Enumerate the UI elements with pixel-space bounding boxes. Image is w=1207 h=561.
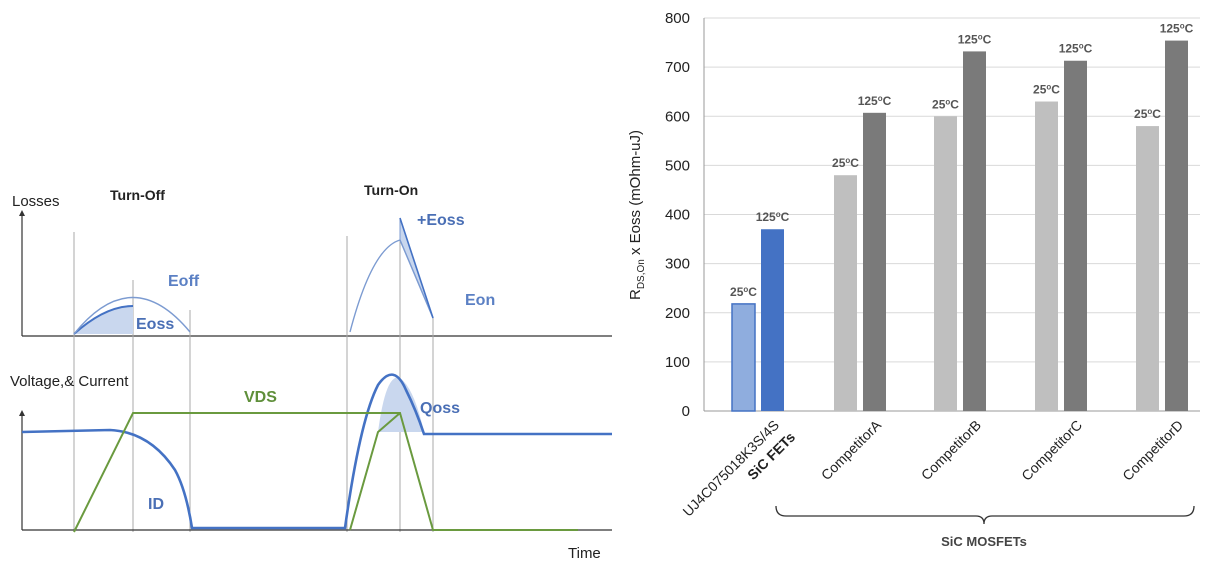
- bar-25c: [1035, 101, 1058, 411]
- plus-eoss-label: +Eoss: [417, 212, 465, 229]
- bar-temp-label: 125oC: [958, 32, 992, 46]
- eon-curve: [349, 239, 434, 333]
- sic-mosfets-brace: [775, 505, 1195, 525]
- eon-label: Eon: [465, 292, 495, 309]
- y-tick-label: 100: [665, 354, 690, 371]
- bar-temp-label: 125oC: [1160, 22, 1194, 36]
- qoss-fill: [378, 377, 424, 432]
- eoss-label: Eoss: [136, 316, 174, 333]
- vds-voltage-trace: [73, 412, 578, 533]
- y-axis-ticks: 0 100 200 300 400 500 600 700 800: [665, 10, 690, 420]
- y-tick-label: 200: [665, 305, 690, 322]
- waveform-diagram: Losses Turn-Off Turn-On Eoff Eoss +Eoss …: [10, 182, 612, 561]
- id-current-trace: [21, 373, 612, 530]
- y-tick-label: 600: [665, 108, 690, 125]
- voltage-current-label: Voltage,& Current: [10, 373, 129, 390]
- bar-chart: 0 100 200 300 400 500 600 700 800 25oC 125oC 25oC 1…: [627, 10, 1200, 549]
- y-tick-label: 700: [665, 59, 690, 76]
- bar-25c: [934, 116, 957, 411]
- bar-temp-label: 125oC: [756, 210, 790, 224]
- bar-temp-label: 25oC: [832, 156, 859, 170]
- eoff-curve: [73, 296, 191, 335]
- category-label: CompetitorB: [918, 417, 984, 483]
- time-label: Time: [568, 545, 601, 561]
- bar-temp-label: 25oC: [1134, 107, 1161, 121]
- bar-temp-label: 25oC: [1033, 83, 1060, 97]
- category-label: CompetitorA: [818, 416, 885, 483]
- bar-125c: [863, 112, 886, 411]
- bar-125c: [761, 229, 784, 411]
- sic-mosfets-label: SiC MOSFETs: [941, 534, 1027, 549]
- bar-temperature-labels: 25oC 125oC 25oC 125oC 25oC 125oC 25oC 125oC 25oC…: [730, 22, 1194, 299]
- losses-y-axis-arrow: [19, 210, 25, 216]
- turn-on-label: Turn-On: [364, 182, 418, 198]
- y-tick-label: 400: [665, 207, 690, 224]
- y-tick-label: 300: [665, 256, 690, 273]
- vi-y-axis-arrow: [19, 410, 25, 416]
- bar-temp-label: 125oC: [858, 94, 892, 108]
- eoss-turnoff-curve: [73, 305, 134, 335]
- category-label: CompetitorD: [1119, 417, 1186, 484]
- bar-25c: [834, 175, 857, 411]
- vds-label: VDS: [244, 389, 277, 406]
- turn-off-label: Turn-Off: [110, 187, 165, 203]
- id-label: ID: [148, 496, 164, 513]
- bar-25c: [731, 303, 756, 412]
- bar-125c: [963, 51, 986, 411]
- eoss-turnoff-fill: [74, 306, 133, 334]
- bar-temp-label: 25oC: [730, 285, 757, 299]
- bar-125c: [1064, 60, 1087, 412]
- y-tick-label: 800: [665, 10, 690, 27]
- category-label: CompetitorC: [1018, 417, 1085, 484]
- eon-peak-curve: [399, 217, 434, 319]
- vds-turnon-trace: [349, 412, 401, 531]
- bar-temp-label: 25oC: [932, 97, 959, 111]
- eoff-label: Eoff: [168, 273, 200, 290]
- bar-temp-label: 125oC: [1059, 42, 1093, 56]
- y-tick-label: 0: [682, 403, 690, 420]
- y-axis-label: RDS,On x Eoss (mOhm-uJ): [627, 130, 647, 300]
- bar-25c: [1136, 126, 1159, 411]
- y-tick-label: 500: [665, 157, 690, 174]
- qoss-label: Qoss: [420, 400, 460, 417]
- chart-bars: [731, 40, 1188, 412]
- losses-label: Losses: [12, 193, 60, 210]
- bar-125c: [1165, 40, 1188, 411]
